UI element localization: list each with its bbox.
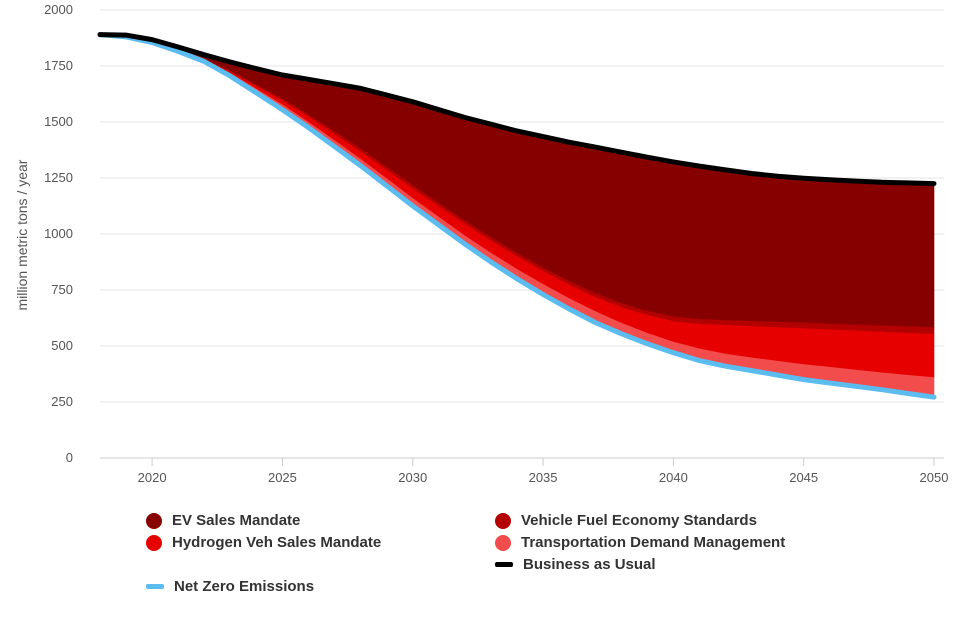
y-tick-label-1750: 1750 — [44, 58, 73, 73]
y-axis-label: million metric tons / year — [14, 159, 30, 310]
legend-label-business-as-usual: Business as Usual — [523, 556, 656, 573]
legend-marker-business-as-usual — [495, 562, 513, 567]
legend-marker-ev-sales-mandate — [146, 512, 162, 529]
legend-label-ev-sales-mandate: EV Sales Mandate — [172, 512, 301, 529]
x-axis-ticks: 2020 2025 2030 2035 2040 2045 2050 — [138, 458, 949, 485]
y-tick-label-1000: 1000 — [44, 226, 73, 241]
legend-label-vehicle-fuel-economy: Vehicle Fuel Economy Standards — [521, 512, 757, 529]
legend-item-vehicle-fuel-economy[interactable]: Vehicle Fuel Economy Standards — [495, 512, 757, 529]
legend-item-transportation-demand[interactable]: Transportation Demand Management — [495, 534, 785, 551]
legend-item-hydrogen-veh-sales-mandate[interactable]: Hydrogen Veh Sales Mandate — [146, 534, 381, 551]
line-series-group — [97, 32, 937, 400]
legend-label-net-zero-emissions: Net Zero Emissions — [174, 578, 315, 595]
legend-marker-transportation-demand — [495, 534, 511, 551]
y-tick-label-750: 750 — [51, 282, 73, 297]
x-tick-label-2035: 2035 — [529, 470, 558, 485]
legend-marker-hydrogen-veh-sales-mandate — [146, 534, 162, 551]
x-tick-label-2050: 2050 — [920, 470, 949, 485]
y-tick-label-0: 0 — [66, 450, 73, 465]
x-tick-label-2020: 2020 — [138, 470, 167, 485]
legend-label-transportation-demand: Transportation Demand Management — [521, 534, 786, 551]
y-tick-label-500: 500 — [51, 338, 73, 353]
x-tick-label-2025: 2025 — [268, 470, 297, 485]
legend-marker-net-zero-emissions — [146, 584, 164, 589]
line-business-as-usual[interactable] — [97, 32, 937, 187]
legend-item-ev-sales-mandate[interactable]: EV Sales Mandate — [146, 512, 300, 529]
legend-item-business-as-usual[interactable]: Business as Usual — [495, 556, 656, 573]
line-net-zero-emissions[interactable] — [97, 32, 937, 400]
y-axis-ticks: 0 250 500 750 1000 1250 1500 1750 2000 — [44, 2, 73, 465]
x-tick-label-2040: 2040 — [659, 470, 688, 485]
y-tick-label-1250: 1250 — [44, 170, 73, 185]
x-tick-label-2045: 2045 — [789, 470, 818, 485]
legend-marker-vehicle-fuel-economy — [495, 512, 511, 529]
y-tick-label-250: 250 — [51, 394, 73, 409]
x-tick-label-2030: 2030 — [398, 470, 427, 485]
area-series-group — [99, 34, 935, 398]
legend-item-net-zero-emissions[interactable]: Net Zero Emissions — [146, 578, 314, 595]
y-tick-label-2000: 2000 — [44, 2, 73, 17]
y-tick-label-1500: 1500 — [44, 114, 73, 129]
legend-label-hydrogen-veh-sales-mandate: Hydrogen Veh Sales Mandate — [172, 534, 382, 551]
